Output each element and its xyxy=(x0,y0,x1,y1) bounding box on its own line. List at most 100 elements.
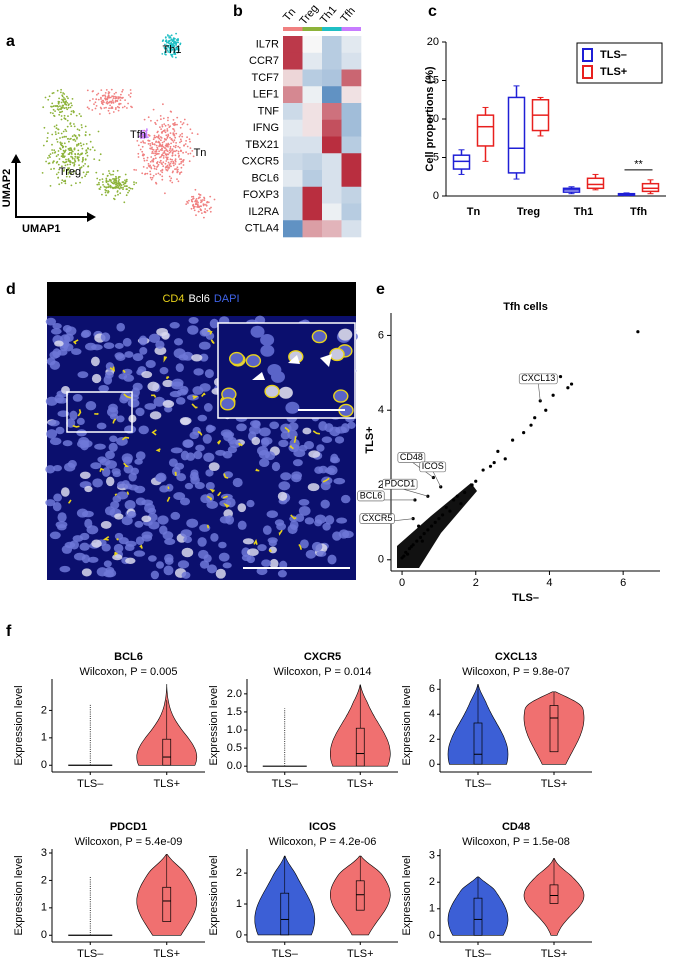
nucleus xyxy=(169,322,180,329)
umap-point xyxy=(172,170,174,173)
cd4-signal xyxy=(99,467,105,472)
x-tick-label: TLS+ xyxy=(541,778,568,790)
umap-point xyxy=(80,153,83,156)
umap-point xyxy=(47,98,50,101)
inset-nucleus xyxy=(338,328,353,341)
nucleus xyxy=(199,329,210,337)
umap-point xyxy=(103,107,106,109)
umap-point xyxy=(78,129,81,132)
umap-point xyxy=(155,123,157,125)
umap-point xyxy=(149,173,152,176)
umap-point xyxy=(88,107,90,110)
y-tick-label: 2 xyxy=(429,733,435,745)
umap-point xyxy=(151,150,154,153)
umap-point xyxy=(144,173,146,176)
umap-point xyxy=(173,139,176,142)
y-tick-label: 4 xyxy=(429,708,435,720)
umap-point xyxy=(78,173,81,175)
umap-point xyxy=(163,140,166,143)
y-tick-label: 1 xyxy=(236,898,242,910)
umap-point xyxy=(123,185,126,188)
umap-point xyxy=(85,143,88,145)
umap-point xyxy=(172,46,175,49)
umap-point xyxy=(178,135,181,138)
heat-cell xyxy=(283,86,303,104)
umap-point xyxy=(124,99,126,101)
y-tick-label: 6 xyxy=(378,329,384,341)
umap-point xyxy=(58,183,61,186)
point-label-box xyxy=(518,373,558,385)
umap-point xyxy=(56,89,59,92)
umap-point xyxy=(57,176,60,179)
nucleus xyxy=(133,550,146,557)
y-tick-label: 2 xyxy=(41,874,47,886)
umap-point xyxy=(59,108,61,110)
umap-point xyxy=(147,139,150,142)
nucleus xyxy=(271,461,281,472)
umap-point xyxy=(173,130,176,132)
umap-point xyxy=(98,183,100,186)
umap-point xyxy=(206,209,209,212)
nucleus xyxy=(288,422,299,431)
umap-point xyxy=(70,113,72,116)
micrograph: CD4 Bcl6 DAPI xyxy=(45,282,358,580)
umap-point xyxy=(165,39,168,42)
umap-point xyxy=(149,144,152,147)
umap-point xyxy=(154,154,157,157)
nucleus xyxy=(86,525,99,535)
inset-nucleus xyxy=(285,401,300,414)
umap-point xyxy=(87,147,89,150)
nucleus xyxy=(122,337,132,347)
nucleus xyxy=(311,541,323,552)
umap-point xyxy=(82,165,85,167)
umap-point xyxy=(122,186,124,189)
umap-point xyxy=(93,158,96,161)
umap-point xyxy=(54,131,57,133)
nucleus xyxy=(155,472,167,483)
umap-point xyxy=(66,108,69,111)
cd4-signal xyxy=(278,529,283,536)
umap-point xyxy=(163,46,166,49)
umap-point xyxy=(173,48,176,51)
umap-point xyxy=(174,150,177,153)
nucleus xyxy=(87,556,99,563)
umap-point xyxy=(110,181,113,184)
nucleus xyxy=(302,427,312,435)
umap-point xyxy=(100,107,103,110)
umap-point xyxy=(107,190,110,193)
x-tick-label: Th1 xyxy=(574,206,594,218)
umap-point xyxy=(64,128,67,131)
heat-cell xyxy=(322,69,342,87)
umap-point xyxy=(48,162,51,165)
umap-point xyxy=(47,132,49,135)
umap-point xyxy=(78,113,81,115)
heat-cell xyxy=(283,36,303,54)
box xyxy=(452,154,471,170)
nucleus xyxy=(193,368,204,376)
nucleus xyxy=(76,508,89,518)
nucleus xyxy=(49,437,62,446)
umap-point xyxy=(96,183,99,186)
row-label: TBX21 xyxy=(245,139,279,151)
nucleus xyxy=(236,423,247,432)
nucleus xyxy=(98,384,110,393)
umap-point xyxy=(61,98,63,101)
umap-point xyxy=(166,150,169,153)
cd4-signal xyxy=(222,495,228,499)
nucleus xyxy=(225,515,235,525)
umap-point xyxy=(166,129,169,132)
umap-point xyxy=(165,44,168,47)
umap-point xyxy=(167,124,170,126)
cd4-signal xyxy=(166,496,171,503)
umap-point xyxy=(143,159,146,162)
point-label: CXCL13 xyxy=(521,373,555,383)
y-tick-label: 5 xyxy=(433,151,439,163)
nucleus xyxy=(203,403,213,412)
umap-point xyxy=(177,41,180,44)
umap-point xyxy=(165,47,168,50)
umap-point xyxy=(64,161,67,164)
umap-point xyxy=(170,41,173,44)
nucleus xyxy=(257,446,268,456)
umap-point xyxy=(174,53,177,56)
axis-arrow xyxy=(15,160,90,218)
